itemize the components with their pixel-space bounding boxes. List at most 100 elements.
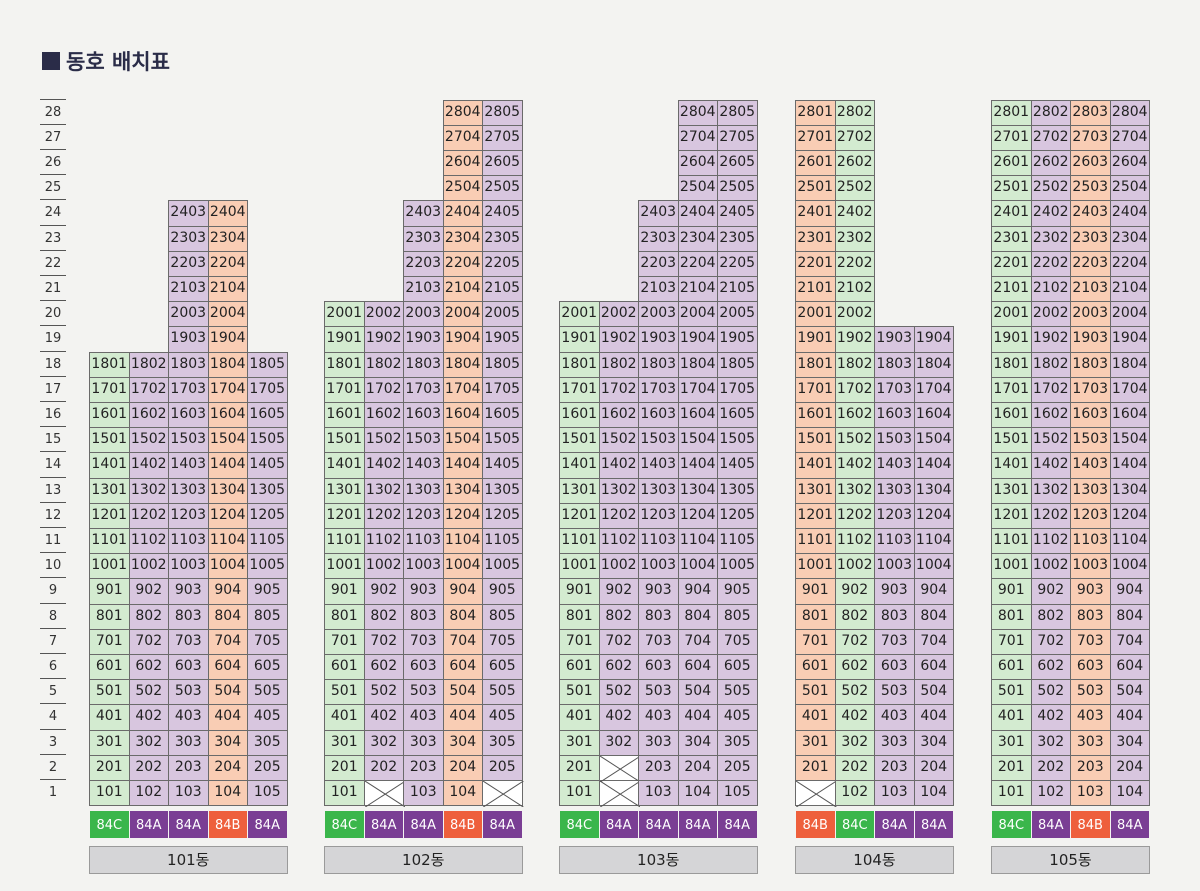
unit-102-2003: 2003	[403, 301, 444, 328]
floor-label-18: 18	[40, 350, 66, 377]
unit-103-502: 502	[598, 679, 639, 706]
unit-103-1304: 1304	[677, 477, 718, 504]
unit-type-84A: 84A	[717, 810, 758, 839]
unit-105-1704: 1704	[1109, 376, 1150, 403]
unit-105-701: 701	[991, 628, 1032, 655]
floor-label-5: 5	[40, 678, 66, 704]
floor-label-2: 2	[40, 753, 66, 780]
unit-103-1401: 1401	[559, 452, 600, 479]
unit-102-902: 902	[363, 578, 404, 605]
unit-102-1405: 1405	[482, 452, 523, 479]
unit-102-1805: 1805	[482, 351, 523, 378]
unit-102-2005: 2005	[482, 301, 523, 328]
unit-102-802: 802	[363, 603, 404, 630]
unit-105-1302: 1302	[1030, 477, 1071, 504]
unit-104-1403: 1403	[874, 452, 915, 479]
unit-type-84B: 84B	[442, 810, 483, 839]
unit-101-1002: 1002	[128, 553, 169, 580]
unit-104-402: 402	[834, 704, 875, 731]
unit-102-202: 202	[363, 754, 404, 781]
unit-103-805: 805	[717, 603, 758, 630]
unit-101-105: 105	[247, 780, 288, 807]
floor-label-16: 16	[40, 401, 66, 427]
unit-101-1704: 1704	[207, 376, 248, 403]
unit-102-904: 904	[442, 578, 483, 605]
unit-104-1102: 1102	[834, 528, 875, 555]
unit-105-1903: 1903	[1070, 326, 1111, 353]
unit-101-1505: 1505	[247, 427, 288, 454]
floor-label-6: 6	[40, 653, 66, 679]
unit-104-1501: 1501	[795, 427, 836, 454]
unit-103-2205: 2205	[717, 250, 758, 277]
unit-102-1105: 1105	[482, 528, 523, 555]
unit-102-1903: 1903	[403, 326, 444, 353]
unit-101-103: 103	[168, 780, 209, 807]
unit-105-602: 602	[1030, 654, 1071, 681]
unit-102-1403: 1403	[403, 452, 444, 479]
unit-102-405: 405	[482, 704, 523, 731]
unit-104-703: 703	[874, 628, 915, 655]
unit-103-1601: 1601	[559, 402, 600, 429]
unit-101-502: 502	[128, 679, 169, 706]
unit-101-1903: 1903	[168, 326, 209, 353]
unit-103-402: 402	[598, 704, 639, 731]
unit-101-1304: 1304	[207, 477, 248, 504]
unit-104-602: 602	[834, 654, 875, 681]
unit-101-602: 602	[128, 654, 169, 681]
unit-105-2702: 2702	[1030, 124, 1071, 151]
unit-105-1403: 1403	[1070, 452, 1111, 479]
unit-105-601: 601	[991, 654, 1032, 681]
unit-103-1002: 1002	[598, 553, 639, 580]
unit-104-1004: 1004	[913, 553, 954, 580]
unit-104-1003: 1003	[874, 553, 915, 580]
unit-104-1704: 1704	[913, 376, 954, 403]
unit-104-1402: 1402	[834, 452, 875, 479]
unit-105-2703: 2703	[1070, 124, 1111, 151]
unit-105-1201: 1201	[991, 502, 1032, 529]
unit-105-1902: 1902	[1030, 326, 1071, 353]
unit-103-2103: 2103	[638, 276, 679, 303]
unit-103-2403: 2403	[638, 200, 679, 227]
unit-102-302: 302	[363, 729, 404, 756]
unit-type-84A: 84A	[247, 810, 288, 839]
unit-101-1402: 1402	[128, 452, 169, 479]
unit-102-304: 304	[442, 729, 483, 756]
unit-105-2602: 2602	[1030, 150, 1071, 177]
unit-104-902: 902	[834, 578, 875, 605]
unit-105-603: 603	[1070, 654, 1111, 681]
unit-105-2001: 2001	[991, 301, 1032, 328]
unit-101-304: 304	[207, 729, 248, 756]
unit-101-2003: 2003	[168, 301, 209, 328]
unit-105-1701: 1701	[991, 376, 1032, 403]
unit-105-2501: 2501	[991, 175, 1032, 202]
floor-label-26: 26	[40, 149, 66, 175]
floor-label-3: 3	[40, 728, 66, 755]
unit-104-201: 201	[795, 754, 836, 781]
unit-101-2104: 2104	[207, 276, 248, 303]
unit-102-2004: 2004	[442, 301, 483, 328]
floor-label-23: 23	[40, 224, 66, 251]
unit-105-503: 503	[1070, 679, 1111, 706]
unit-105-1401: 1401	[991, 452, 1032, 479]
unit-104-1702: 1702	[834, 376, 875, 403]
unit-102-1502: 1502	[363, 427, 404, 454]
unit-102-104: 104	[442, 780, 483, 807]
unit-101-1301: 1301	[89, 477, 130, 504]
unit-104-1404: 1404	[913, 452, 954, 479]
unit-105-2401: 2401	[991, 200, 1032, 227]
unit-105-2403: 2403	[1070, 200, 1111, 227]
unit-105-1801: 1801	[991, 351, 1032, 378]
unit-103-2605: 2605	[717, 150, 758, 177]
unit-101-1803: 1803	[168, 351, 209, 378]
building-name-103: 103동	[559, 846, 758, 874]
unit-101-2404: 2404	[207, 200, 248, 227]
unit-102-804: 804	[442, 603, 483, 630]
unit-105-2104: 2104	[1109, 276, 1150, 303]
page-title-text: 동호 배치표	[66, 50, 170, 74]
unit-105-1101: 1101	[991, 528, 1032, 555]
unit-101-1205: 1205	[247, 502, 288, 529]
unit-101-801: 801	[89, 603, 130, 630]
unit-102-602: 602	[363, 654, 404, 681]
unit-102-305: 305	[482, 729, 523, 756]
floor-label-19: 19	[40, 325, 66, 351]
